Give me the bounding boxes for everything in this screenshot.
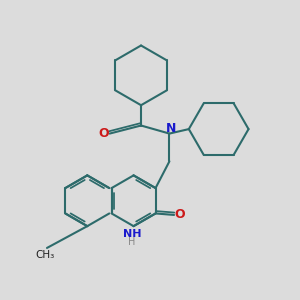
Text: NH: NH [123,229,141,239]
Text: O: O [175,208,185,221]
Text: N: N [165,122,176,135]
Text: H: H [128,237,136,247]
Text: CH₃: CH₃ [36,250,55,260]
Text: O: O [98,127,109,140]
